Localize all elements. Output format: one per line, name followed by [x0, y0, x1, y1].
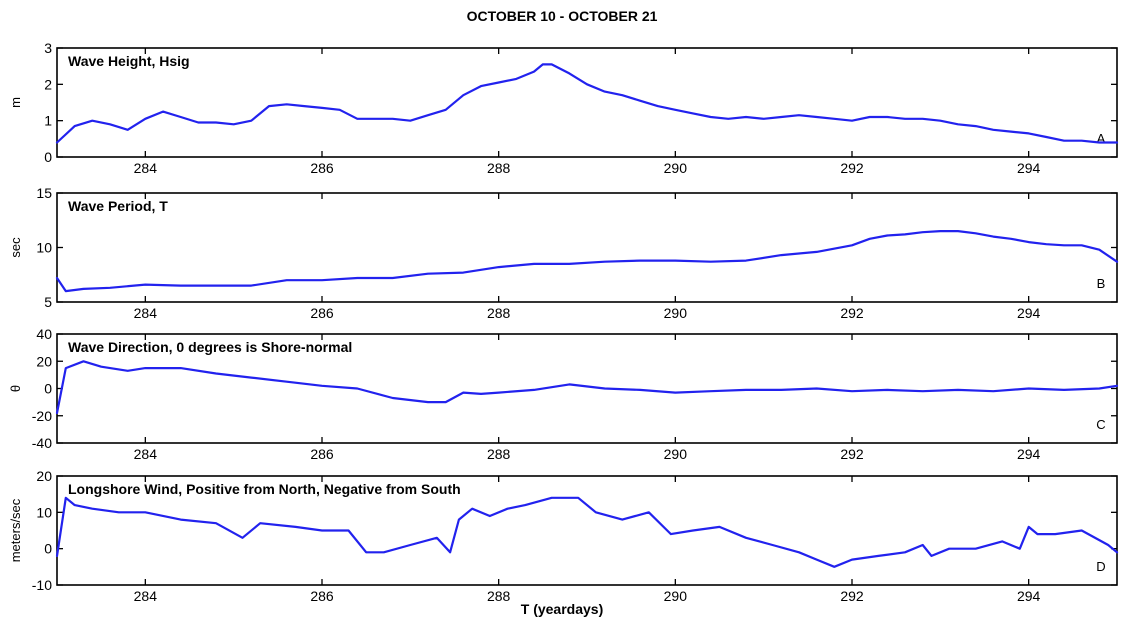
x-tick-label-284: 284	[134, 305, 158, 321]
y-tick-label-10: -10	[32, 577, 52, 593]
y-tick-label-0: 0	[44, 149, 52, 165]
y-tick-label-0: 0	[44, 541, 52, 557]
y-tick-label-0: 0	[44, 381, 52, 397]
y-tick-label-1: 1	[44, 113, 52, 129]
plot-frame	[56, 47, 1118, 158]
x-tick-label-292: 292	[840, 160, 864, 176]
y-tick-label-20: 20	[36, 468, 52, 484]
panel-letter: C	[1096, 417, 1105, 432]
x-tick-label-294: 294	[1017, 588, 1041, 604]
x-tick-label-294: 294	[1017, 305, 1041, 321]
x-tick-label-290: 290	[664, 305, 688, 321]
x-tick-label-286: 286	[310, 305, 334, 321]
x-tick-label-288: 288	[487, 305, 511, 321]
panel-letter: A	[1097, 131, 1106, 146]
y-tick-label-20: -20	[32, 408, 52, 424]
panels: 284 286 288 290 292 294 0 1 2 3 m Wave Height, Hsig…	[8, 40, 1119, 604]
x-tick-label-286: 286	[310, 446, 334, 462]
x-tick-label-286: 286	[310, 588, 334, 604]
y-tick-label-2: 2	[44, 76, 52, 92]
y-tick-label-5: 5	[44, 294, 52, 310]
y-tick-label-10: 10	[36, 504, 52, 520]
plot-frame	[56, 475, 1118, 586]
x-tick-label-290: 290	[664, 160, 688, 176]
series-line-longshore-wind-positive-from-north-negative-from-south	[55, 496, 1119, 568]
x-tick-label-294: 294	[1017, 446, 1041, 462]
x-tick-label-292: 292	[840, 446, 864, 462]
x-tick-label-284: 284	[134, 160, 158, 176]
series-line-wave-height-hsig	[55, 63, 1119, 144]
series-line-wave-period-t	[55, 230, 1119, 293]
y-axis-label: θ	[8, 385, 23, 392]
x-tick-label-290: 290	[664, 446, 688, 462]
x-tick-label-290: 290	[664, 588, 688, 604]
x-axis-label: T (yeardays)	[521, 601, 603, 617]
y-tick-label-10: 10	[36, 240, 52, 256]
x-tick-label-292: 292	[840, 305, 864, 321]
panel-title: Wave Direction, 0 degrees is Shore-norma…	[68, 339, 352, 355]
panel-2: 284 286 288 290 292 294 5 10 15 sec Wave Period, T…	[8, 185, 1119, 321]
panel-title: Wave Period, T	[68, 198, 168, 214]
y-tick-label-40: -40	[32, 435, 52, 451]
x-tick-label-284: 284	[134, 588, 158, 604]
x-tick-label-286: 286	[310, 160, 334, 176]
panel-1: 284 286 288 290 292 294 0 1 2 3 m Wave Height, Hsig…	[8, 40, 1119, 176]
x-tick-label-288: 288	[487, 160, 511, 176]
panel-title: Longshore Wind, Positive from North, Neg…	[68, 481, 461, 497]
x-tick-label-288: 288	[487, 446, 511, 462]
y-axis-label: sec	[8, 237, 23, 258]
y-axis-label: meters/sec	[8, 498, 23, 562]
y-tick-label-15: 15	[36, 185, 52, 201]
figure-title: OCTOBER 10 - OCTOBER 21	[467, 8, 658, 24]
x-tick-label-284: 284	[134, 446, 158, 462]
panel-letter: D	[1096, 559, 1105, 574]
series-line-wave-direction-0-degrees-is-shore-normal	[55, 360, 1119, 415]
panel-3: 284 286 288 290 292 294 -40 -20 0 20 40 θ Wave Direc…	[8, 326, 1119, 462]
panel-letter: B	[1097, 276, 1106, 291]
y-tick-label-3: 3	[44, 40, 52, 56]
x-tick-label-292: 292	[840, 588, 864, 604]
y-tick-label-40: 40	[36, 326, 52, 342]
panel-4: 284 286 288 290 292 294 -10 0 10 20 meters/sec Long…	[8, 468, 1119, 604]
y-axis-label: m	[8, 97, 23, 108]
panel-title: Wave Height, Hsig	[68, 53, 190, 69]
y-tick-label-20: 20	[36, 353, 52, 369]
x-tick-label-294: 294	[1017, 160, 1041, 176]
x-tick-label-288: 288	[487, 588, 511, 604]
